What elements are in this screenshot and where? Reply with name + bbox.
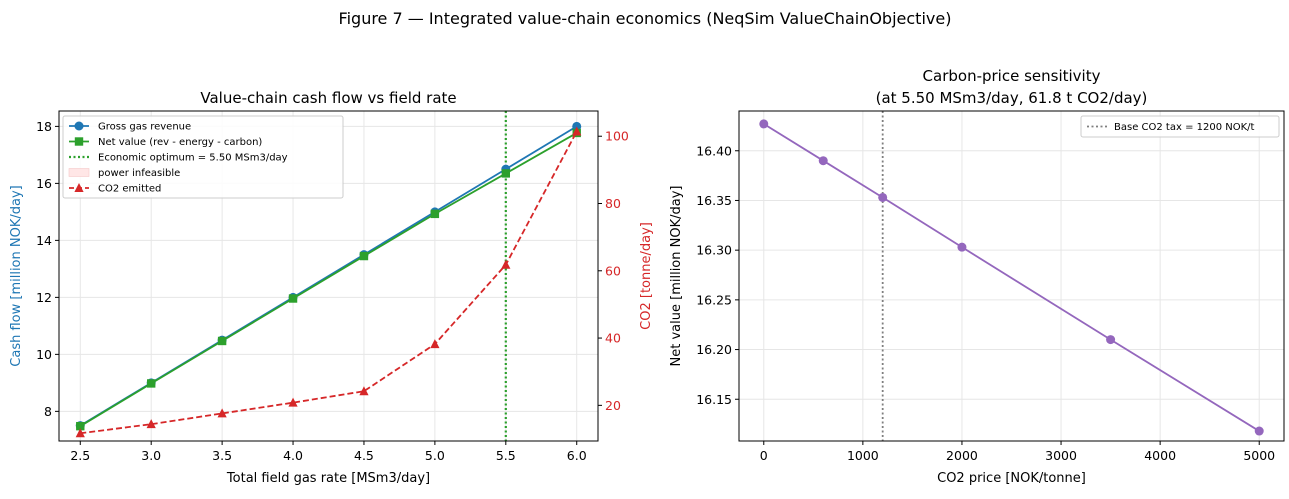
data-point-2 [430,339,440,349]
data-point-0 [818,156,828,166]
data-point-2 [217,408,227,418]
y-tick-label: 16.40 [696,143,732,158]
data-point-0 [759,119,769,129]
series-line-2 [80,131,578,435]
y-tick-label: 16.15 [696,392,732,407]
data-point-1 [501,169,511,178]
data-point-1 [288,294,298,303]
chart-cashflow: 2.5 3.0 3.5 4.0 4.5 5.0 5.5 6.0 8 10 12 14 16 18 20 40 6… [9,89,654,486]
data-point-2 [501,259,511,269]
legend-marker [74,121,84,131]
data-point-2 [572,126,582,136]
data-point-2 [359,386,369,396]
legend-swatch [68,168,90,177]
y2-tick-label: 100 [605,129,629,144]
y-tick-label: 16.30 [696,243,732,258]
y-tick-label: 8 [44,404,52,419]
series-line-0 [763,123,1260,432]
y-tick-label: 16.35 [696,193,732,208]
chart-carbon-sensitivity: 0 1000 2000 3000 4000 5000 16.15 16.20 16.25 16.3… [669,67,1285,486]
x-axis-label: Total field gas rate [MSm3/day] [226,471,430,486]
y-tick-label: 18 [36,119,52,134]
y2-tick-label: 60 [605,263,621,278]
data-point-0 [572,121,582,131]
y-axis-label: Net value [million NOK/day] [669,186,684,367]
x-tick-label: 0 [760,448,768,463]
x-tick-label: 4.5 [354,448,374,463]
y-tick-label: 16 [36,176,52,191]
x-tick-label: 1000 [847,448,879,463]
data-point-1 [76,421,85,431]
plot-frame [738,110,1285,442]
x-tick-label: 5.0 [425,448,445,463]
x-tick-label: 6.0 [567,448,587,463]
y2-tick-label: 40 [605,331,621,346]
chart-title-line2: (at 5.50 MSm3/day, 61.8 t CO2/day) [876,89,1148,107]
data-point-0 [1106,335,1116,345]
data-point-1 [359,251,369,261]
y-tick-label: 14 [36,233,52,248]
x-tick-label: 5.5 [496,448,516,463]
legend-box [1080,115,1280,138]
legend-marker [74,183,84,192]
x-tick-label: 4000 [1144,448,1176,463]
chart-title: Value-chain cash flow vs field rate [200,89,456,107]
legend-label: CO2 emitted [98,184,161,195]
data-point-1 [217,336,227,346]
y-tick-label: 16.25 [696,292,732,307]
legend-label: Base CO2 tax = 1200 NOK/t [1114,122,1255,133]
legend-label: Economic optimum = 5.50 MSm3/day [98,153,288,164]
data-point-0 [957,242,967,252]
x-tick-label: 5000 [1243,448,1275,463]
data-point-2 [146,419,156,429]
y-tick-label: 16.20 [696,342,732,357]
y-tick-label: 10 [36,347,52,362]
series-line-1 [79,132,578,427]
legend-box [62,115,344,199]
legend: Gross gas revenue Net value (rev - energy… [62,115,344,199]
legend-label: Gross gas revenue [98,122,191,133]
legend-label: Net value (rev - energy - carbon) [98,137,262,148]
x-tick-label: 2000 [946,448,978,463]
x-axis-label: CO2 price [NOK/tonne] [937,471,1086,486]
legend-label: power infeasible [98,168,180,179]
x-tick-label: 2.5 [70,448,90,463]
x-tick-label: 3.5 [212,448,232,463]
chart-title-line1: Carbon-price sensitivity [923,67,1101,85]
data-point-2 [288,397,298,407]
y-axis-label: Cash flow [million NOK/day] [9,185,24,366]
y2-tick-label: 80 [605,196,621,211]
legend: Base CO2 tax = 1200 NOK/t [1080,115,1280,138]
figure-suptitle: Figure 7 — Integrated value-chain econom… [339,9,952,28]
y2-axis-label: CO2 [tonne/day] [639,222,654,330]
x-tick-label: 4.0 [283,448,303,463]
x-tick-label: 3000 [1045,448,1077,463]
data-point-0 [878,192,888,202]
data-point-2 [75,428,85,438]
y-tick-label: 12 [36,290,52,305]
data-point-1 [430,209,440,219]
data-point-0 [1254,426,1264,436]
legend-marker [74,137,84,146]
x-tick-label: 3.0 [141,448,161,463]
data-point-1 [146,379,156,388]
plot-frame [58,110,599,442]
y2-tick-label: 20 [605,398,621,413]
